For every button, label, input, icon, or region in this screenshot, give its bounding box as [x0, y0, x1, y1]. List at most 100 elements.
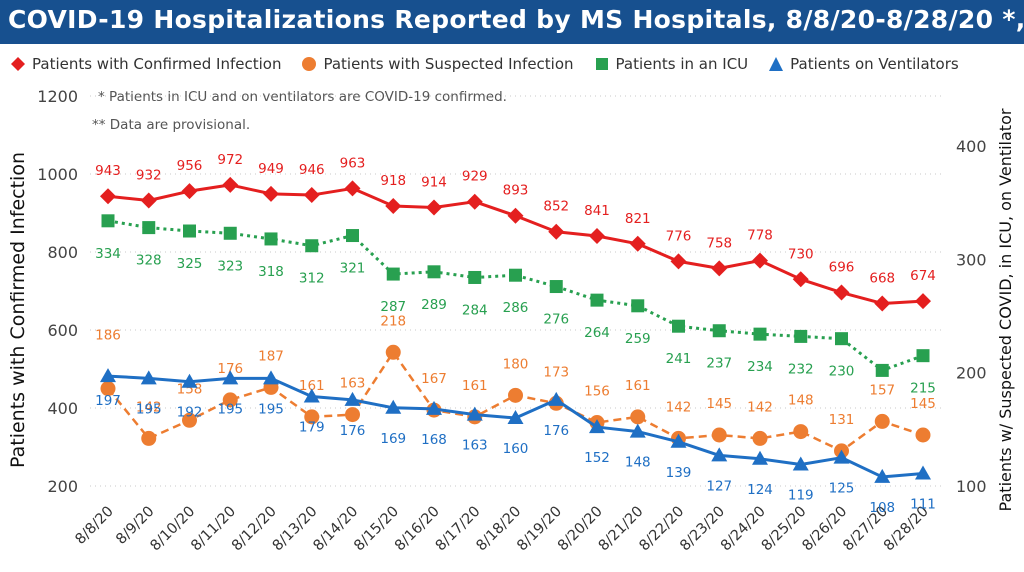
y-left-tick-label: 1200 — [37, 87, 78, 106]
data-point — [101, 214, 115, 228]
y-left-axis-title: Patients with Confirmed Infection — [7, 152, 29, 468]
data-label: 778 — [747, 228, 773, 244]
data-label: 161 — [625, 378, 651, 394]
data-label: 156 — [584, 384, 610, 400]
data-label: 131 — [829, 412, 855, 428]
data-point — [303, 388, 320, 403]
data-label: 230 — [829, 364, 855, 380]
data-label: 821 — [625, 211, 651, 227]
data-label: 124 — [747, 482, 773, 498]
data-label: 168 — [421, 432, 447, 448]
data-label: 197 — [95, 393, 121, 409]
data-point — [426, 400, 442, 415]
data-label: 323 — [217, 258, 243, 274]
data-point — [344, 391, 361, 406]
data-point — [507, 207, 524, 224]
data-point — [182, 412, 197, 428]
data-label: 234 — [747, 359, 773, 375]
data-label: 192 — [177, 405, 203, 421]
data-point — [140, 192, 157, 209]
data-point — [386, 267, 400, 281]
y-left-tick-label: 600 — [47, 321, 78, 340]
data-point — [222, 370, 239, 385]
data-point — [181, 373, 198, 388]
square-icon — [595, 58, 608, 70]
data-label: 180 — [503, 356, 529, 372]
data-point — [874, 295, 891, 312]
legend-item-suspected: Patients with Suspected Infection — [301, 55, 574, 73]
legend-label-suspected: Patients with Suspected Infection — [323, 55, 574, 73]
data-point — [629, 235, 646, 252]
data-point — [100, 381, 116, 397]
data-label: 148 — [788, 393, 814, 409]
y-right-axis-title: Patients w/ Suspected COVID, in ICU, on … — [996, 108, 1015, 511]
data-label: 142 — [136, 399, 162, 415]
data-point — [346, 229, 359, 243]
x-tick-label: 8/8/20 — [73, 504, 117, 548]
data-label: 776 — [666, 228, 692, 244]
data-label: 187 — [258, 348, 284, 364]
chart-title: COVID-19 Hospitalizations Reported by MS… — [8, 5, 1024, 34]
data-point — [752, 430, 768, 446]
data-label: 111 — [910, 497, 936, 513]
data-point — [142, 221, 156, 235]
data-point — [507, 410, 524, 425]
data-point — [792, 271, 809, 288]
data-label: 893 — [503, 183, 529, 199]
data-label: 949 — [258, 161, 284, 177]
data-label: 148 — [625, 455, 651, 471]
data-label: 259 — [625, 331, 651, 347]
data-label: 167 — [421, 371, 447, 387]
data-label: 169 — [380, 431, 406, 447]
data-label: 325 — [177, 256, 203, 272]
data-point — [670, 433, 687, 448]
data-label: 161 — [299, 378, 325, 394]
data-label: 730 — [788, 246, 814, 262]
data-point — [385, 197, 402, 214]
line-chart: 200 400 600 800 1000 1200 100 200 300 400 Patients… — [7, 87, 1015, 554]
data-point — [263, 370, 279, 385]
data-label: 152 — [584, 450, 610, 466]
data-label: 108 — [869, 500, 895, 516]
series-line-3 — [107, 219, 924, 372]
data-label: 674 — [910, 268, 936, 284]
triangle-icon — [769, 57, 784, 71]
data-point — [344, 180, 361, 197]
data-label: 241 — [666, 351, 692, 367]
note-provisional: ** Data are provisional. — [92, 117, 250, 133]
data-label: 142 — [666, 399, 692, 415]
data-point — [183, 224, 196, 238]
data-label: 318 — [258, 264, 284, 280]
data-label: 668 — [869, 270, 895, 286]
legend-item-ventilators: Patients on Ventilators — [768, 55, 959, 73]
data-point — [589, 228, 605, 245]
title-bar: COVID-19 Hospitalizations Reported by MS… — [0, 0, 1024, 44]
data-label: 176 — [340, 423, 366, 439]
data-point — [140, 370, 157, 385]
data-label: 232 — [788, 361, 814, 377]
data-point — [794, 329, 808, 343]
data-point — [385, 399, 402, 414]
data-point — [222, 392, 238, 408]
data-point — [508, 387, 523, 403]
data-point — [630, 409, 646, 425]
data-point — [874, 413, 890, 429]
data-point — [915, 293, 931, 310]
data-label: 142 — [747, 399, 773, 415]
data-label: 195 — [258, 401, 284, 417]
data-label: 956 — [177, 158, 203, 174]
data-label: 284 — [462, 302, 488, 318]
data-point — [711, 427, 727, 443]
data-label: 932 — [136, 168, 162, 184]
data-label: 145 — [910, 396, 936, 412]
data-label: 139 — [666, 465, 692, 481]
data-label: 127 — [706, 478, 732, 494]
circle-icon — [302, 57, 317, 71]
data-point — [752, 252, 768, 269]
data-point — [629, 423, 646, 438]
data-point — [833, 284, 850, 301]
data-label: 918 — [380, 173, 406, 189]
data-label: 157 — [869, 382, 895, 398]
data-point — [223, 226, 237, 240]
y-right-tick-label: 300 — [956, 250, 987, 269]
